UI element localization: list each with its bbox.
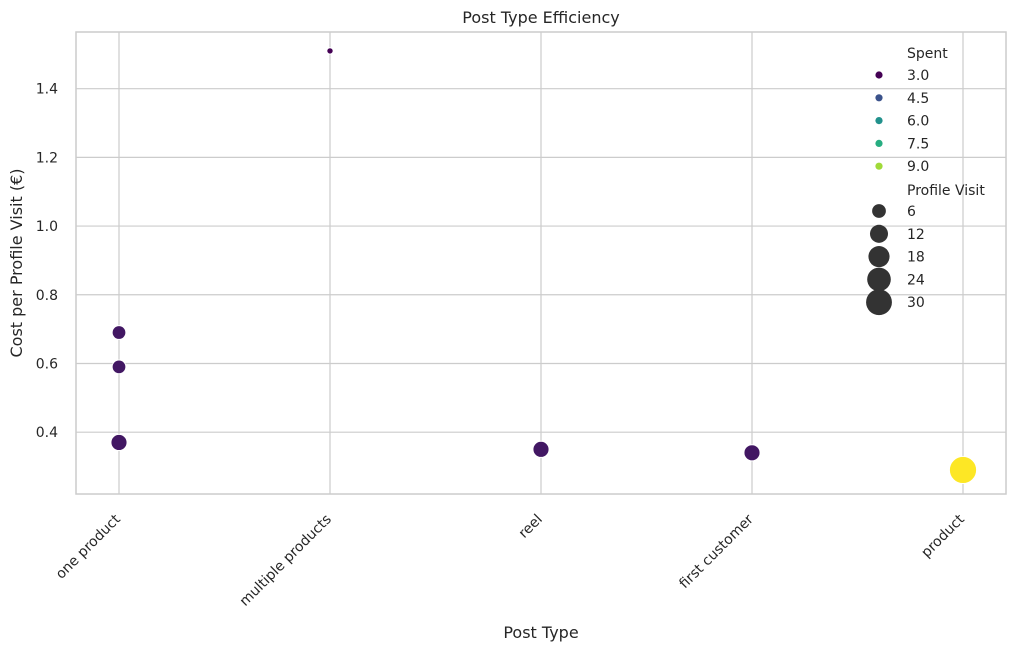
legend-marker — [875, 71, 883, 79]
x-axis-title: Post Type — [503, 623, 578, 642]
y-tick-label: 0.4 — [36, 425, 58, 441]
legend: Spent 3.0 4.5 6.0 7.5 9.0 Profile Visit 6 12 18 24… — [866, 46, 985, 316]
legend-label: 30 — [907, 295, 925, 311]
x-tick-label: product — [918, 511, 968, 561]
data-point — [743, 444, 761, 462]
y-axis-title: Cost per Profile Visit (€) — [7, 169, 26, 358]
data-point — [948, 455, 978, 485]
plot-frame — [75, 31, 1007, 495]
legend-size-marker — [868, 246, 890, 268]
legend-label: 18 — [907, 250, 925, 266]
legend-title-profile-visit: Profile Visit — [907, 183, 985, 199]
legend-size-marker — [867, 267, 891, 292]
legend-label: 6 — [907, 204, 916, 220]
legend-marker — [875, 117, 883, 125]
legend-label: 7.5 — [907, 136, 929, 152]
legend-label: 9.0 — [907, 159, 929, 175]
x-tick-label: one product — [53, 511, 124, 582]
legend-label: 6.0 — [907, 114, 929, 130]
data-point — [111, 359, 127, 375]
x-tick-label: first customer — [676, 511, 757, 592]
x-tick-label: multiple products — [237, 512, 335, 610]
data-point — [326, 47, 334, 55]
y-tick-label: 1.2 — [36, 150, 58, 166]
data-points — [110, 47, 978, 485]
legend-label: 24 — [907, 272, 925, 288]
legend-size-marker — [872, 204, 886, 218]
legend-marker — [875, 162, 883, 170]
legend-size-marker — [866, 289, 892, 316]
data-point — [110, 433, 128, 452]
chart-title: Post Type Efficiency — [462, 8, 619, 27]
data-point — [532, 440, 550, 458]
legend-size-marker — [869, 224, 889, 243]
legend-marker — [875, 94, 883, 102]
legend-marker — [875, 139, 883, 147]
y-tick-label: 0.6 — [36, 356, 58, 372]
data-point — [111, 325, 127, 340]
legend-title-spent: Spent — [907, 46, 948, 62]
legend-label: 12 — [907, 227, 925, 243]
y-tick-labels: 0.4 0.6 0.8 1.0 1.2 1.4 — [36, 82, 58, 441]
y-tick-label: 0.8 — [36, 288, 58, 304]
y-tick-label: 1.4 — [36, 82, 58, 98]
x-tick-labels: one product multiple products reel first cu… — [53, 511, 968, 609]
x-tick-label: reel — [516, 512, 546, 542]
y-tick-label: 1.0 — [36, 219, 58, 235]
x-gridlines — [118, 32, 964, 494]
legend-label: 3.0 — [907, 68, 929, 84]
legend-label: 4.5 — [907, 91, 929, 107]
